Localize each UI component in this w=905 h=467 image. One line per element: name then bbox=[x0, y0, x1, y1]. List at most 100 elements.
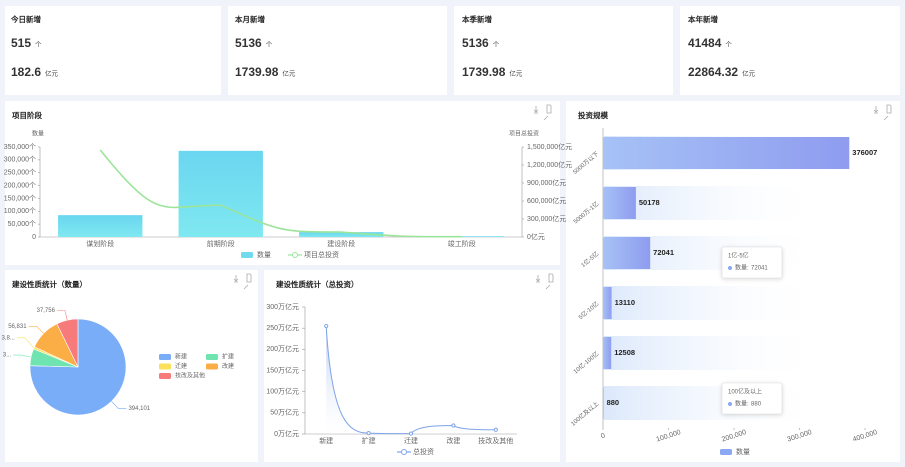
card-count: 5136 bbox=[235, 36, 262, 50]
legend-swatch bbox=[159, 373, 171, 379]
y-tick-label: 150,000个 bbox=[4, 194, 36, 202]
chart-title: 投资规模 bbox=[578, 110, 608, 120]
tooltip-value: 72041 bbox=[751, 266, 768, 272]
chart-title: 项目阶段 bbox=[12, 110, 42, 120]
legend-label: 技改及其他 bbox=[175, 372, 205, 380]
card bbox=[5, 6, 221, 95]
tool-icon[interactable] bbox=[535, 273, 554, 290]
tool-icon[interactable] bbox=[873, 104, 892, 121]
toolbar-icons bbox=[233, 104, 892, 290]
x-tick-label: 建设阶段 bbox=[327, 239, 355, 248]
chart-title: 建设性质统计（总投资） bbox=[275, 279, 359, 289]
y2-tick-label: 1,200,000亿元 bbox=[527, 160, 572, 169]
card-unit: 个 bbox=[266, 41, 273, 49]
point bbox=[451, 423, 456, 428]
data-label: 3... bbox=[3, 353, 12, 359]
y-tick-label: 100万亿元 bbox=[266, 387, 299, 396]
card-unit: 亿元 bbox=[509, 69, 523, 78]
tooltip-series: 数量 bbox=[735, 264, 747, 272]
y-tick-label: 100,000个 bbox=[4, 207, 36, 215]
tooltip-title: 100亿及以上 bbox=[728, 388, 762, 396]
y2-tick-label: 600,000亿元 bbox=[527, 196, 566, 205]
bar bbox=[603, 237, 651, 269]
area bbox=[326, 326, 496, 434]
y-tick-label: 50万亿元 bbox=[270, 408, 299, 417]
legend-label: 迁建 bbox=[175, 362, 187, 370]
card-amount: 182.6 bbox=[11, 65, 41, 79]
data-label: 880 bbox=[607, 398, 620, 407]
axis-title: 项目总投资 bbox=[509, 130, 539, 138]
card-amount: 1739.98 bbox=[462, 65, 506, 79]
legend-label: 总投资 bbox=[413, 447, 434, 456]
legend-swatch bbox=[720, 449, 732, 455]
point bbox=[493, 427, 498, 432]
bar bbox=[603, 287, 612, 319]
card-amount: 22864.32 bbox=[688, 65, 738, 79]
card-unit: 个 bbox=[35, 41, 42, 49]
card-unit: 亿元 bbox=[282, 69, 296, 78]
y-tick-label: 0万亿元 bbox=[274, 429, 299, 438]
pie-slice bbox=[29, 318, 127, 416]
data-label: 56,831 bbox=[8, 324, 27, 330]
leader-line bbox=[56, 310, 68, 321]
point bbox=[324, 323, 329, 329]
card-title: 本年新增 bbox=[687, 14, 718, 24]
x-tick-label: 改建 bbox=[446, 436, 460, 445]
y-tick-label: 200万亿元 bbox=[266, 344, 299, 353]
data-label: 394,101 bbox=[128, 406, 150, 412]
cards bbox=[5, 6, 900, 95]
card bbox=[228, 6, 447, 95]
y2-tick-label: 300,000亿元 bbox=[527, 214, 566, 223]
point bbox=[366, 431, 371, 436]
panel bbox=[264, 270, 560, 462]
legend-swatch bbox=[401, 449, 407, 455]
tool-icon[interactable] bbox=[533, 104, 552, 121]
bar bbox=[299, 232, 384, 237]
card-count: 515 bbox=[11, 36, 31, 50]
x-tick-label: 技改及其他 bbox=[478, 436, 513, 445]
bar bbox=[58, 215, 143, 237]
y-tick-label: 350,000个 bbox=[4, 143, 36, 151]
chart-title: 建设性质统计（数量） bbox=[11, 279, 87, 289]
legend-swatch bbox=[292, 252, 298, 258]
leader-line bbox=[111, 401, 127, 409]
card-title: 本月新增 bbox=[234, 14, 265, 24]
x-tick-label: 竣工阶段 bbox=[448, 239, 476, 248]
card-amount: 1739.98 bbox=[235, 65, 279, 79]
data-label: 376007 bbox=[852, 148, 877, 157]
tooltip-series: 数量 bbox=[735, 400, 747, 408]
bar bbox=[603, 187, 636, 219]
card-title: 今日新增 bbox=[10, 14, 41, 24]
bar-background bbox=[603, 186, 825, 220]
card-unit: 个 bbox=[493, 41, 500, 49]
bar bbox=[603, 337, 612, 369]
legend-swatch bbox=[159, 363, 171, 370]
y-tick-label: 150万亿元 bbox=[266, 365, 299, 374]
bar-background bbox=[603, 286, 825, 320]
card-title: 本季新增 bbox=[461, 14, 492, 24]
legend-swatch bbox=[241, 252, 253, 258]
data-label: 37,756 bbox=[37, 308, 56, 314]
bar bbox=[603, 387, 604, 419]
card-unit: 亿元 bbox=[45, 69, 59, 78]
card-count: 5136 bbox=[462, 36, 489, 50]
data-label: 50178 bbox=[639, 198, 660, 207]
x-tick-label: 谋划阶段 bbox=[86, 239, 114, 248]
x-tick-label: 新建 bbox=[319, 436, 333, 445]
tooltip bbox=[721, 382, 783, 415]
legend-label: 改建 bbox=[222, 362, 234, 370]
panel bbox=[5, 101, 560, 265]
card bbox=[680, 6, 900, 95]
legend-label: 新建 bbox=[175, 353, 187, 361]
tooltip bbox=[721, 246, 783, 279]
bar-background bbox=[603, 336, 825, 370]
tooltip-dot bbox=[728, 266, 732, 270]
axis-title: 数量 bbox=[32, 130, 44, 138]
legend-swatch bbox=[206, 354, 218, 360]
tooltip-sep: : bbox=[747, 402, 749, 408]
x-tick-label: 扩建 bbox=[362, 436, 376, 445]
tool-icon[interactable] bbox=[233, 273, 252, 290]
card bbox=[454, 6, 673, 95]
legend-swatch bbox=[206, 363, 218, 370]
